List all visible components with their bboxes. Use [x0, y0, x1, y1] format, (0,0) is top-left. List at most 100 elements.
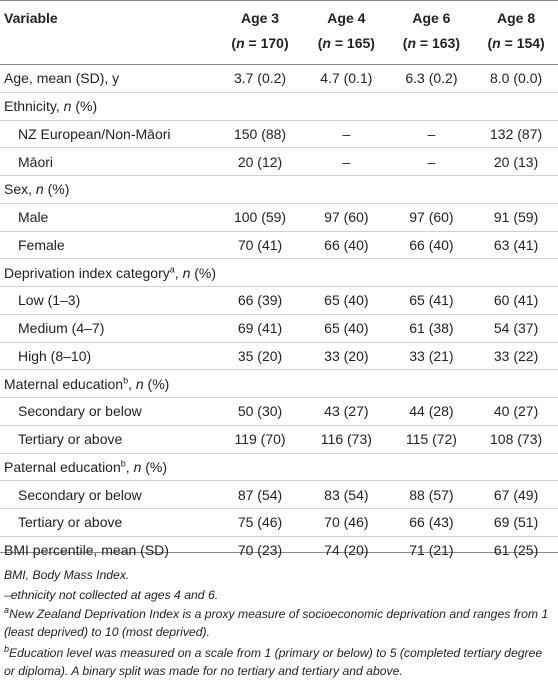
row-label: Low (1–3): [18, 292, 81, 309]
cell-value: 66 (39): [237, 292, 283, 309]
table-row: Paternal educationb, n (%): [0, 453, 558, 481]
cell-value: 4.7 (0.1): [320, 70, 373, 87]
cell-value: [216, 370, 304, 398]
cell-value: 20 (12): [237, 153, 283, 170]
cell-value: 132 (87): [490, 125, 543, 142]
row-label: Deprivation index categorya, n (%): [4, 263, 217, 281]
cell-value: [216, 176, 304, 204]
cell-value: [216, 453, 304, 481]
cell-value: 33 (20): [324, 347, 369, 364]
cell-value: [216, 259, 304, 287]
row-label: Māori: [18, 153, 54, 170]
header-age-4: Age 4 (n = 165): [317, 10, 375, 51]
cell-value: 8.0 (0.0): [490, 70, 543, 87]
cell-value: 20 (13): [493, 153, 539, 170]
cell-value: [474, 370, 558, 398]
table-row: Tertiary or above 119 (70) 116 (73) 115 (72…: [0, 425, 558, 453]
cell-value: 35 (20): [237, 347, 283, 364]
cell-value: [389, 453, 474, 481]
row-label: Medium (4–7): [18, 320, 105, 337]
cell-value: 44 (28): [409, 403, 454, 420]
row-label: Sex, n (%): [4, 181, 70, 198]
table-row: Tertiary or above 75 (46) 70 (46) 66 (43) 69…: [0, 509, 558, 537]
cell-value: 70 (23): [237, 542, 283, 559]
cell-value: 54 (37): [493, 320, 539, 337]
cell-value: 65 (40): [324, 320, 369, 337]
cell-value: 50 (30): [237, 403, 283, 420]
cell-value: 116 (73): [320, 431, 372, 448]
row-label: Tertiary or above: [18, 431, 123, 448]
cell-value: 88 (57): [409, 486, 454, 503]
table-body: Age, mean (SD), y 3.7 (0.2) 4.7 (0.1) 6.3 (…: [0, 65, 558, 564]
cell-value: 66 (40): [409, 236, 454, 253]
row-label: NZ European/Non-Māori: [18, 125, 171, 142]
row-label: Male: [18, 209, 49, 226]
footnote-ethnicity: –ethnicity not collected at ages 4 and 6…: [4, 587, 219, 602]
table-row: BMI percentile, mean (SD) 70 (23) 74 (20) 7…: [0, 536, 558, 563]
cell-value: [474, 176, 558, 204]
table-row: Secondary or below 87 (54) 83 (54) 88 (57) 6…: [0, 481, 558, 509]
cell-value: [389, 259, 474, 287]
header-age-8: Age 8 (n = 154): [487, 10, 545, 51]
cell-value: [474, 259, 558, 287]
table-row: Male 100 (59) 97 (60) 97 (60) 91 (59): [0, 203, 558, 231]
cell-value: [216, 92, 304, 120]
cell-value: 71 (21): [409, 542, 454, 559]
row-label: Secondary or below: [18, 486, 142, 503]
cell-value: 119 (70): [234, 431, 286, 448]
cell-value: 69 (51): [493, 514, 539, 531]
footnote-education: bEducation level was measured on a scale…: [4, 643, 543, 678]
header-age-6: Age 6 (n = 163): [402, 10, 461, 51]
table-row: Māori 20 (12) – – 20 (13): [0, 148, 558, 176]
demographics-table: Variable Age 3 (n = 170) Age 4 (n = 165) A…: [0, 0, 558, 564]
cell-value: [304, 176, 389, 204]
footnote-deprivation: aNew Zealand Deprivation Index is a prox…: [4, 604, 549, 639]
table-row: Medium (4–7) 69 (41) 65 (40) 61 (38) 54 (37): [0, 314, 558, 342]
cell-value: [389, 370, 474, 398]
cell-value: –: [342, 125, 351, 142]
cell-value: 70 (46): [324, 514, 369, 531]
cell-value: [304, 259, 389, 287]
table-row: NZ European/Non-Māori 150 (88) – – 132 (87): [0, 120, 558, 148]
cell-value: [389, 176, 474, 204]
cell-value: 150 (88): [233, 125, 287, 142]
cell-value: [304, 370, 389, 398]
cell-value: 83 (54): [324, 486, 369, 503]
footnote-bmi: BMI, Body Mass Index.: [4, 568, 130, 582]
cell-value: 3.7 (0.2): [233, 70, 287, 87]
cell-value: 70 (41): [237, 236, 283, 253]
table-row: Deprivation index categorya, n (%): [0, 259, 558, 287]
cell-value: –: [342, 153, 351, 170]
table-row: Maternal educationb, n (%): [0, 370, 558, 398]
row-label: High (8–10): [18, 347, 92, 364]
cell-value: 65 (41): [409, 292, 454, 309]
cell-value: 61 (25): [493, 542, 539, 559]
cell-value: 100 (59): [233, 209, 287, 226]
cell-value: 33 (22): [493, 347, 539, 364]
row-label: Secondary or below: [18, 403, 142, 420]
cell-value: 75 (46): [237, 514, 283, 531]
cell-value: [474, 92, 558, 120]
cell-value: [474, 453, 558, 481]
cell-value: –: [427, 153, 436, 170]
cell-value: 87 (54): [237, 486, 283, 503]
table-row: Age, mean (SD), y 3.7 (0.2) 4.7 (0.1) 6.3 (…: [0, 65, 558, 93]
cell-value: 74 (20): [324, 542, 369, 559]
cell-value: 97 (60): [324, 209, 369, 226]
table-footnotes: BMI, Body Mass Index. –ethnicity not col…: [4, 567, 554, 684]
header-age-3: Age 3 (n = 170): [231, 10, 289, 51]
row-label: Tertiary or above: [18, 514, 123, 531]
cell-value: 65 (40): [324, 292, 369, 309]
row-label: Maternal educationb, n (%): [4, 374, 170, 392]
table-row: Sex, n (%): [0, 176, 558, 204]
bottom-rule: [0, 552, 558, 553]
cell-value: 66 (43): [409, 514, 454, 531]
row-label: BMI percentile, mean (SD): [4, 542, 169, 559]
row-label: Age, mean (SD), y: [4, 70, 120, 87]
cell-value: 97 (60): [409, 209, 454, 226]
table-header: Variable Age 3 (n = 170) Age 4 (n = 165) A…: [0, 0, 558, 65]
table-row: Female 70 (41) 66 (40) 66 (40) 63 (41): [0, 231, 558, 259]
cell-value: 43 (27): [324, 403, 369, 420]
cell-value: 115 (72): [405, 431, 457, 448]
